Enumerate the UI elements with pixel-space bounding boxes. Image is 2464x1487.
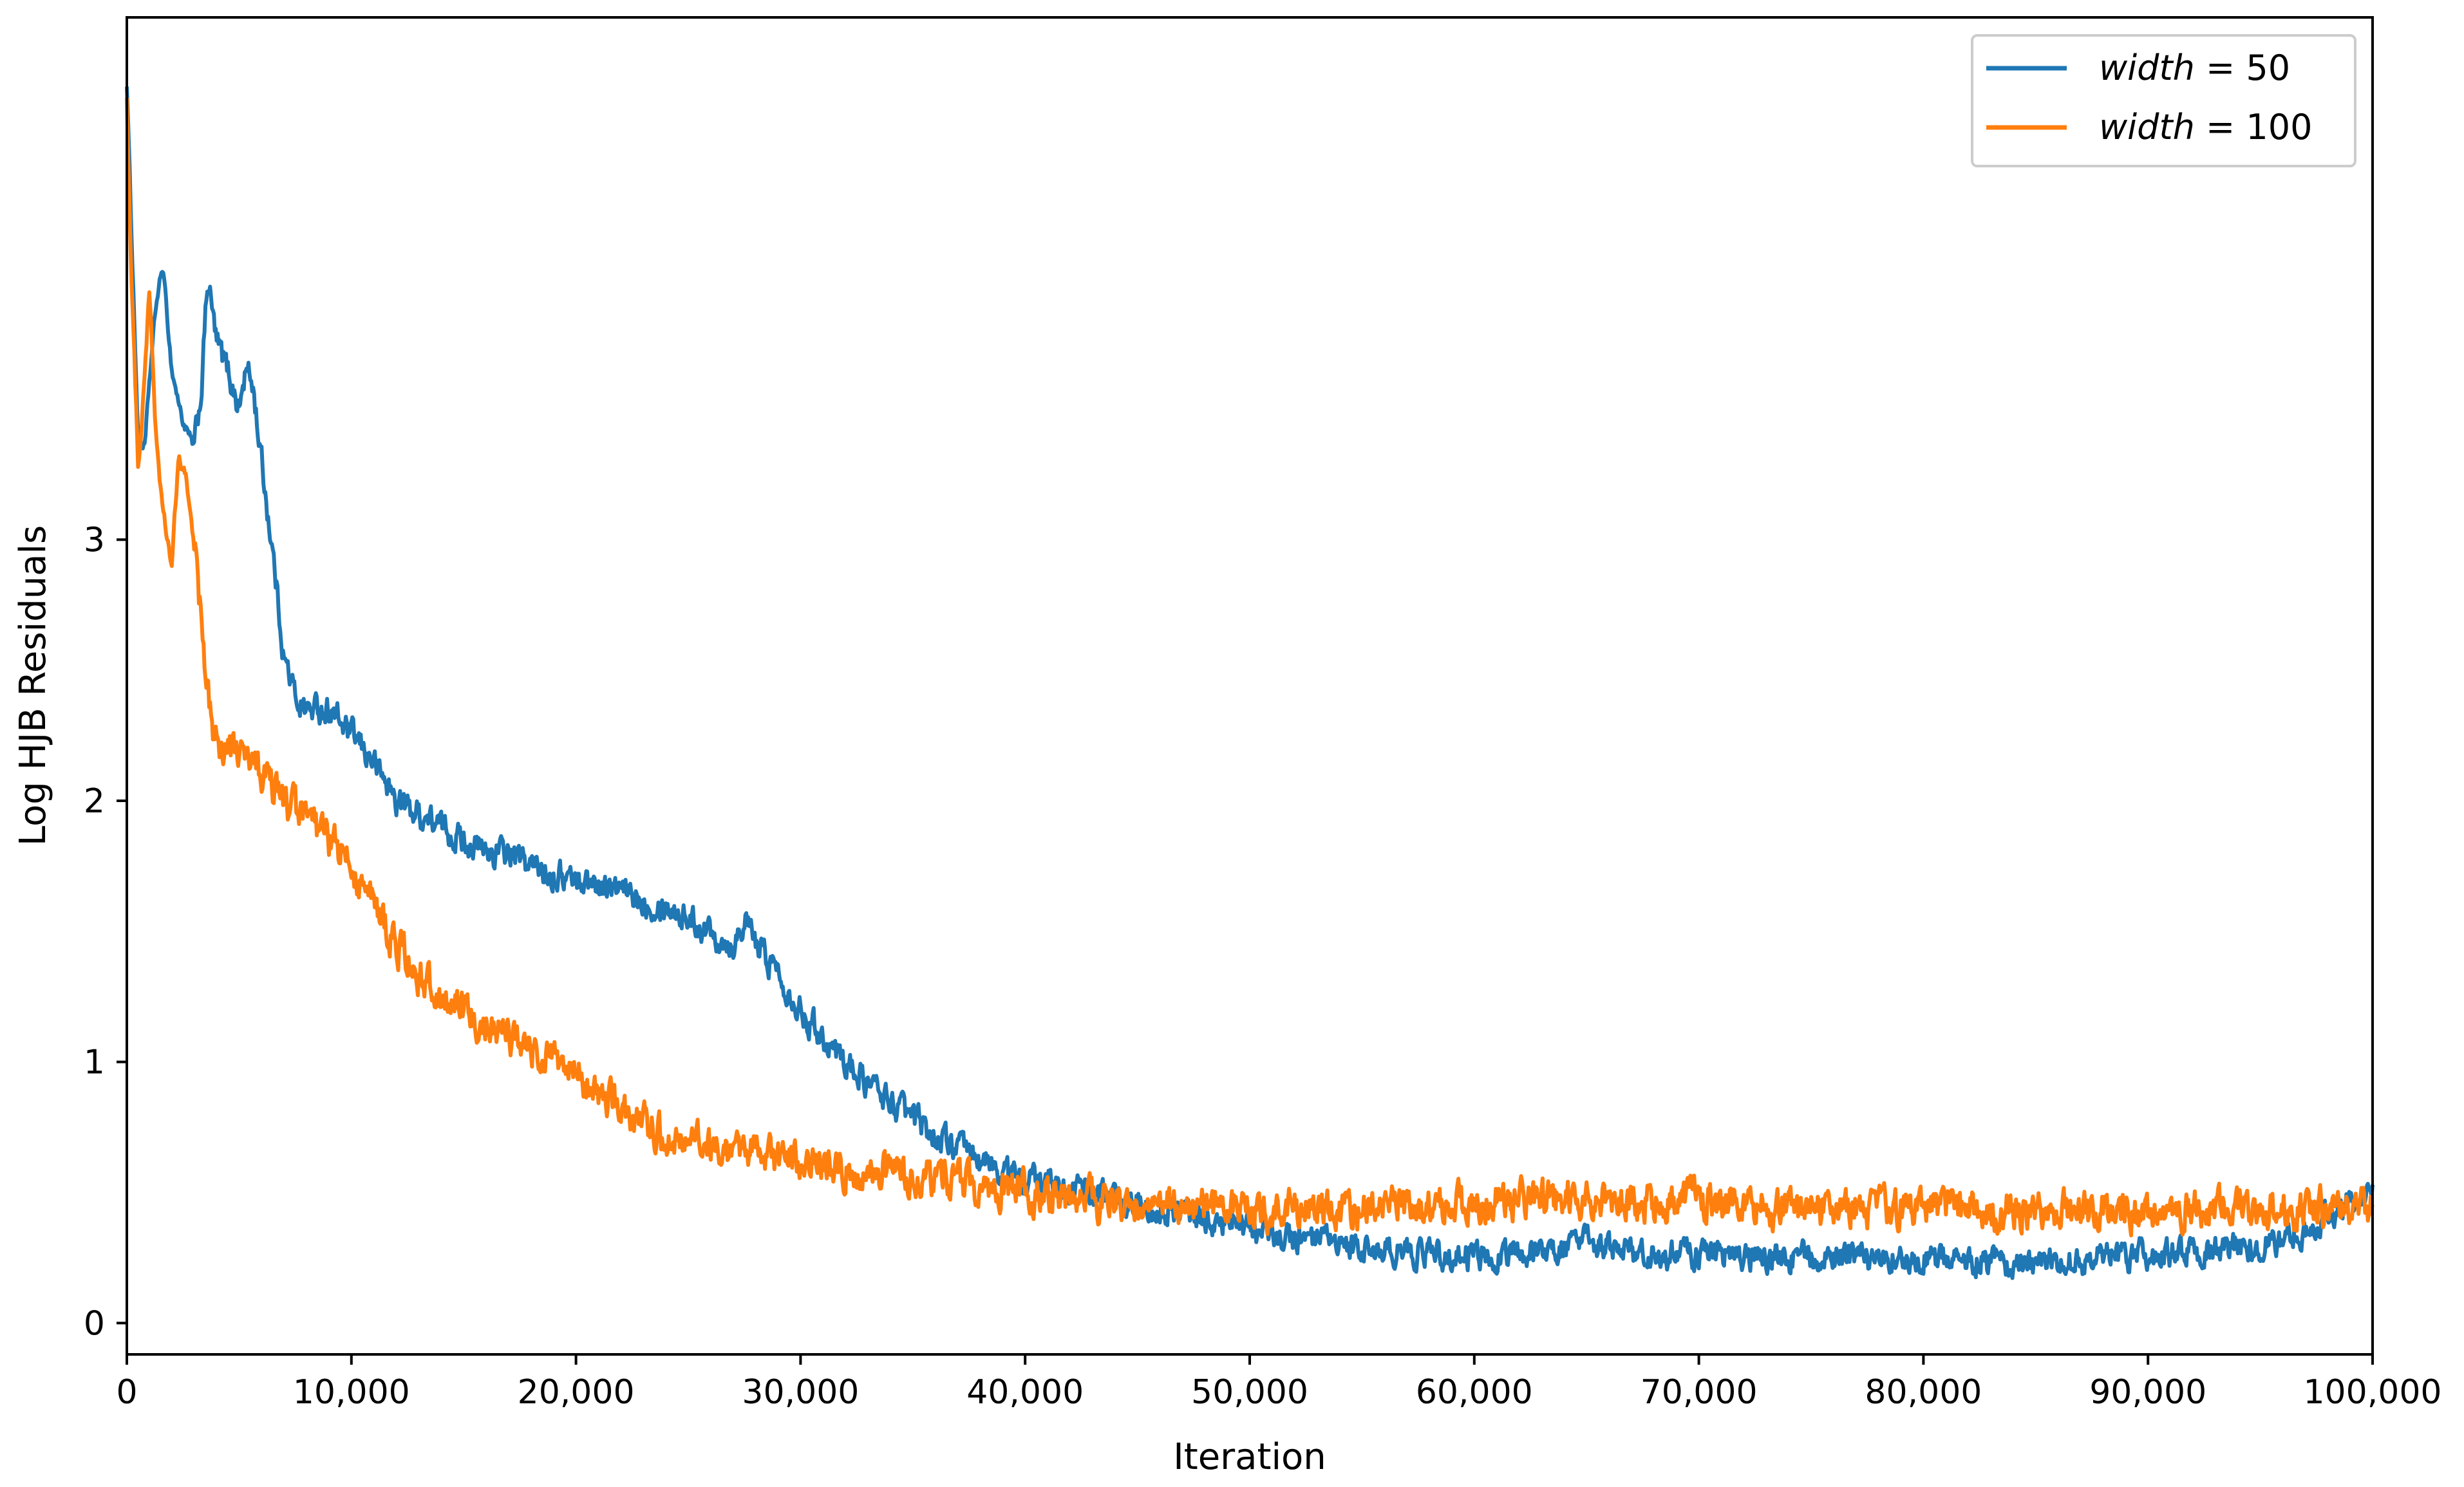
legend-box <box>1971 34 2356 167</box>
legend-label-width-100: width = 100 <box>2099 107 2313 147</box>
y-tick-label: 2 <box>84 782 105 821</box>
legend: width = 50 width = 100 <box>1971 34 2356 167</box>
y-tick-label: 3 <box>84 521 105 559</box>
x-tick-label: 90,000 <box>2089 1373 2206 1412</box>
x-tick-label: 100,000 <box>2303 1373 2441 1412</box>
x-tick-label: 30,000 <box>742 1373 859 1412</box>
x-tick-label: 20,000 <box>518 1373 635 1412</box>
y-tick-label: 0 <box>84 1304 105 1343</box>
x-tick-label: 70,000 <box>1641 1373 1758 1412</box>
x-tick-label: 50,000 <box>1191 1373 1308 1412</box>
plot-lines <box>125 86 2375 1280</box>
x-tick-label: 10,000 <box>293 1373 410 1412</box>
x-tick-label: 60,000 <box>1416 1373 1533 1412</box>
y-axis-title: Log HJB Residuals <box>12 525 54 846</box>
legend-label-width-50: width = 50 <box>2099 48 2290 88</box>
x-axis-title: Iteration <box>1173 1436 1326 1478</box>
y-axis-ticks: 0 1 2 3 <box>84 521 127 1343</box>
x-axis-ticks: 0 10,000 20,000 30,000 40,000 50,000 60,000 70,… <box>116 1354 2442 1412</box>
x-tick-label: 40,000 <box>966 1373 1084 1412</box>
x-tick-label: 80,000 <box>1865 1373 1982 1412</box>
x-tick-label: 0 <box>116 1373 137 1412</box>
series-line-width-100 <box>125 97 2375 1238</box>
y-tick-label: 1 <box>84 1043 105 1082</box>
